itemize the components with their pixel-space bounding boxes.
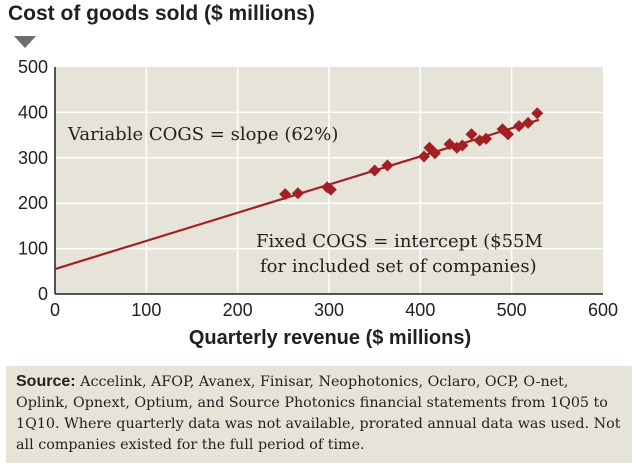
- data-point: [324, 183, 337, 196]
- data-point: [465, 128, 478, 141]
- y-tick-label: 200: [18, 193, 48, 213]
- chart-title: Cost of goods sold ($ millions): [8, 2, 315, 25]
- x-tick-label: 500: [497, 300, 527, 320]
- x-tick-label: 300: [314, 300, 344, 320]
- data-point: [279, 188, 292, 201]
- y-tick-label: 500: [18, 57, 48, 77]
- source-note: Source: Accelink, AFOP, Avanex, Finisar,…: [6, 366, 632, 463]
- y-tick-label: 100: [18, 239, 48, 259]
- source-text: Accelink, AFOP, Avanex, Finisar, Neophot…: [16, 374, 621, 453]
- data-points: [279, 107, 544, 201]
- x-tick-label: 400: [405, 300, 435, 320]
- annotation-variable-cogs: Variable COGS = slope (62%): [67, 124, 338, 145]
- x-tick-label: 100: [131, 300, 161, 320]
- y-tick-labels: 0 100 200 300 400 500: [18, 57, 48, 304]
- source-label: Source:: [16, 373, 76, 390]
- data-point: [480, 132, 493, 145]
- data-point: [456, 139, 469, 152]
- y-tick-label: 0: [38, 284, 48, 304]
- data-point: [291, 187, 304, 200]
- scatter-chart: 0 100 200 300 400 500 0 100 200 300 400 500 600 Var…: [18, 57, 618, 349]
- y-tick-label: 300: [18, 148, 48, 168]
- x-axis-label: Quarterly revenue ($ millions): [189, 327, 471, 349]
- chevron-down-icon: [14, 36, 36, 48]
- annotation-fixed-cogs-line2: for included set of companies): [260, 256, 537, 277]
- data-point: [522, 116, 535, 129]
- annotation-fixed-cogs-line1: Fixed COGS = intercept ($55M: [256, 231, 543, 252]
- gridlines: [55, 67, 603, 294]
- axes: [54, 67, 603, 295]
- x-tick-label: 0: [50, 300, 60, 320]
- x-tick-labels: 0 100 200 300 400 500 600: [50, 300, 618, 320]
- data-point: [368, 164, 381, 177]
- x-tick-label: 600: [588, 300, 618, 320]
- data-point: [381, 159, 394, 172]
- data-point: [428, 147, 441, 160]
- data-point: [417, 150, 430, 163]
- data-point: [502, 128, 515, 141]
- x-tick-label: 200: [223, 300, 253, 320]
- y-tick-label: 400: [18, 102, 48, 122]
- data-point: [512, 120, 525, 133]
- data-point: [531, 107, 544, 120]
